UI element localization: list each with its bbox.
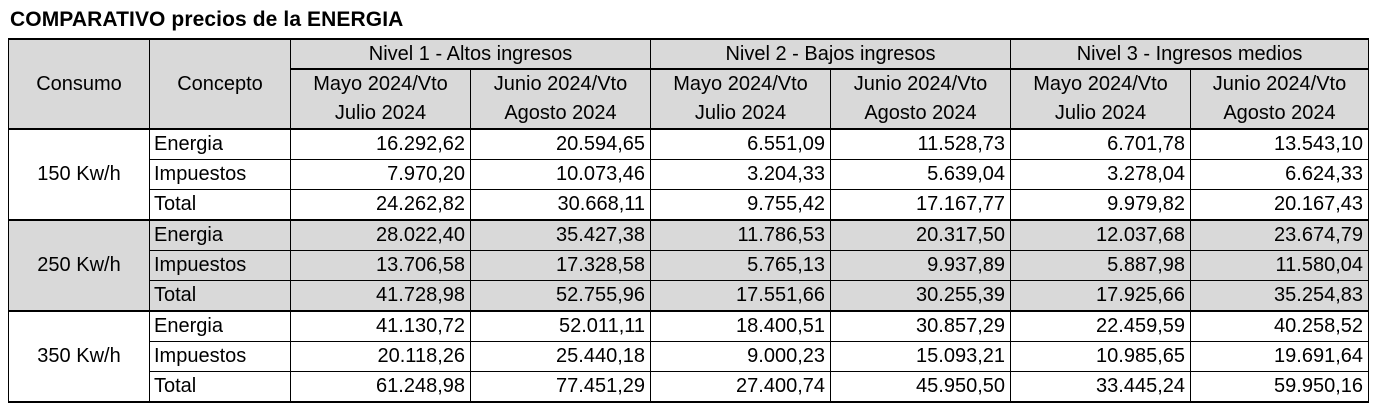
price-comparison-table: Consumo Concepto Nivel 1 - Altos ingreso… (8, 38, 1370, 403)
concepto-cell: Total (149, 189, 291, 221)
concepto-cell: Total (149, 280, 291, 312)
header-consumo: Consumo (8, 38, 150, 130)
concepto-cell: Energia (149, 310, 291, 342)
concepto-cell: Energia (149, 128, 291, 160)
page-title: COMPARATIVO precios de la ENERGIA (10, 8, 404, 31)
value-cell: 5.765,13 (650, 250, 832, 281)
value-cell: 9.937,89 (830, 250, 1012, 281)
header-period-may: Mayo 2024/Vto (1010, 68, 1192, 99)
value-cell: 7.970,20 (290, 159, 471, 190)
value-cell: 61.248,98 (290, 371, 471, 403)
value-cell: 52.011,11 (469, 310, 652, 342)
value-cell: 24.262,82 (290, 189, 471, 221)
value-cell: 41.728,98 (290, 280, 471, 312)
value-cell: 35.427,38 (469, 219, 652, 251)
value-cell: 6.624,33 (1190, 159, 1370, 190)
value-cell: 6.551,09 (650, 128, 832, 160)
value-cell: 33.445,24 (1010, 371, 1192, 403)
value-cell: 13.543,10 (1190, 128, 1370, 160)
concepto-cell: Impuestos (149, 341, 291, 372)
header-due-july: Julio 2024 (290, 99, 471, 130)
consumo-cell: 250 Kw/h (8, 219, 150, 312)
header-due-august: Agosto 2024 (830, 99, 1012, 130)
value-cell: 20.317,50 (830, 219, 1012, 251)
header-due-july: Julio 2024 (1010, 99, 1192, 130)
value-cell: 30.255,39 (830, 280, 1012, 312)
value-cell: 17.925,66 (1010, 280, 1192, 312)
value-cell: 12.037,68 (1010, 219, 1192, 251)
table-row: Impuestos 13.706,58 17.328,58 5.765,13 9.937… (9, 250, 1370, 281)
value-cell: 11.580,04 (1190, 250, 1370, 281)
header-due-august: Agosto 2024 (469, 99, 652, 130)
value-cell: 10.073,46 (469, 159, 652, 190)
value-cell: 11.528,73 (830, 128, 1012, 160)
value-cell: 13.706,58 (290, 250, 471, 281)
concepto-cell: Energia (149, 219, 291, 251)
table-row: Total 24.262,82 30.668,11 9.755,42 17.167,77… (9, 189, 1370, 221)
value-cell: 18.400,51 (650, 310, 832, 342)
consumo-cell: 150 Kw/h (8, 128, 150, 221)
table-row: 150 Kw/h Energia 16.292,62 20.594,65 6.551,0… (8, 128, 1370, 221)
value-cell: 30.668,11 (469, 189, 652, 221)
table-body: 150 Kw/h Energia 16.292,62 20.594,65 6.551,0… (8, 128, 1370, 403)
value-cell: 25.440,18 (469, 341, 652, 372)
value-cell: 5.887,98 (1010, 250, 1192, 281)
value-cell: 52.755,96 (469, 280, 652, 312)
value-cell: 5.639,04 (830, 159, 1012, 190)
header-period-may: Mayo 2024/Vto (290, 68, 471, 99)
consumo-cell: 350 Kw/h (8, 310, 150, 403)
value-cell: 17.328,58 (469, 250, 652, 281)
value-cell: 23.674,79 (1190, 219, 1370, 251)
value-cell: 30.857,29 (830, 310, 1012, 342)
value-cell: 59.950,16 (1190, 371, 1370, 403)
value-cell: 17.551,66 (650, 280, 832, 312)
value-cell: 20.167,43 (1190, 189, 1370, 221)
value-cell: 41.130,72 (290, 310, 471, 342)
header-level-3: Nivel 3 - Ingresos medios (1010, 38, 1370, 70)
value-cell: 6.701,78 (1010, 128, 1192, 160)
value-cell: 15.093,21 (830, 341, 1012, 372)
value-cell: 9.979,82 (1010, 189, 1192, 221)
table-row: Impuestos 20.118,26 25.440,18 9.000,23 15.09… (9, 341, 1370, 372)
value-cell: 22.459,59 (1010, 310, 1192, 342)
concepto-cell: Impuestos (149, 159, 291, 190)
header-level-1: Nivel 1 - Altos ingresos (289, 38, 652, 70)
header-period-june: Junio 2024/Vto (1190, 68, 1370, 99)
value-cell: 45.950,50 (830, 371, 1012, 403)
concepto-cell: Impuestos (149, 250, 291, 281)
value-cell: 28.022,40 (290, 219, 471, 251)
table-row: Total 61.248,98 77.451,29 27.400,74 45.950,5… (9, 371, 1370, 403)
value-cell: 16.292,62 (290, 128, 471, 160)
header-period-june: Junio 2024/Vto (830, 68, 1012, 99)
value-cell: 35.254,83 (1190, 280, 1370, 312)
value-cell: 9.755,42 (650, 189, 832, 221)
value-cell: 40.258,52 (1190, 310, 1370, 342)
table-row: 350 Kw/h Energia 41.130,72 52.011,11 18.400,… (8, 310, 1370, 403)
table-row: Total 41.728,98 52.755,96 17.551,66 30.255,3… (9, 280, 1370, 312)
header-period-may: Mayo 2024/Vto (650, 68, 832, 99)
value-cell: 11.786,53 (650, 219, 832, 251)
concepto-cell: Total (149, 371, 291, 403)
value-cell: 17.167,77 (830, 189, 1012, 221)
value-cell: 3.204,33 (650, 159, 832, 190)
value-cell: 19.691,64 (1190, 341, 1370, 372)
value-cell: 9.000,23 (650, 341, 832, 372)
value-cell: 27.400,74 (650, 371, 832, 403)
header-due-july: Julio 2024 (650, 99, 832, 130)
header-due-august: Agosto 2024 (1190, 99, 1370, 130)
value-cell: 77.451,29 (469, 371, 652, 403)
table-row: 250 Kw/h Energia 28.022,40 35.427,38 11.786,… (8, 219, 1370, 312)
header-concepto: Concepto (149, 38, 291, 130)
table-row: Impuestos 7.970,20 10.073,46 3.204,33 5.639,… (9, 159, 1370, 190)
value-cell: 10.985,65 (1010, 341, 1192, 372)
value-cell: 3.278,04 (1010, 159, 1192, 190)
header-period-june: Junio 2024/Vto (469, 68, 652, 99)
value-cell: 20.118,26 (290, 341, 471, 372)
value-cell: 20.594,65 (469, 128, 652, 160)
header-level-2: Nivel 2 - Bajos ingresos (650, 38, 1012, 70)
